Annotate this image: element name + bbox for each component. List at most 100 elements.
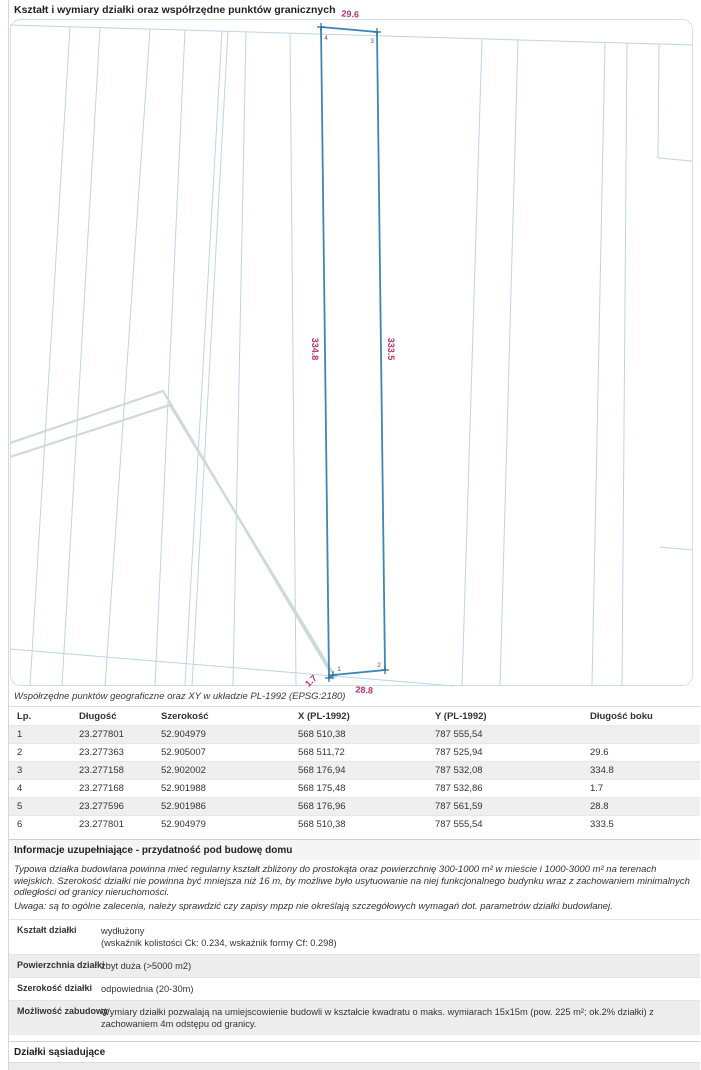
cell-szerokosc: 52.902002: [161, 765, 206, 776]
kv-value: zbyt duża (>5000 m2): [101, 961, 192, 971]
cell-dlugosc: 23.277801: [79, 819, 124, 830]
cadastral-line: [659, 546, 694, 551]
parcel-assessment-list: Kształt działki wydłużony (wskaźnik koli…: [9, 919, 700, 1035]
cell-y: 787 532,08: [435, 765, 483, 776]
parcel-report-page: Kształt i wymiary działki oraz współrzęd…: [8, 0, 700, 1070]
kv-row-mozliwosc: Możliwość zabudowy Wymiary działki pozwa…: [9, 1000, 700, 1035]
cell-dlugosc: 23.277801: [79, 729, 124, 740]
cell-szerokosc: 52.901988: [161, 783, 206, 794]
table-row: 5 23.277596 52.901986 568 176,96 787 561…: [9, 797, 700, 816]
cell-y: 787 555,54: [435, 729, 483, 740]
road-line: [9, 403, 337, 679]
cell-y: 787 525,94: [435, 747, 483, 758]
cadastral-line: [621, 42, 628, 687]
col-header-dlugosc: Długość: [79, 711, 117, 722]
col-header-szerokosc: Szerokość: [161, 711, 209, 722]
point-label-3: 3: [370, 38, 374, 45]
parcel-map: 4 3 2 1 29.6 334.8 333.5 1.7 28.8: [9, 8, 694, 696]
cell-szerokosc: 52.901986: [161, 801, 206, 812]
cell-x: 568 175,48: [298, 783, 346, 794]
cadastral-line: [461, 38, 483, 687]
cadastral-line: [184, 30, 223, 687]
kv-value-line1: wydłużony: [101, 926, 145, 936]
cell-dlugosc: 23.277363: [79, 747, 124, 758]
cadastral-line: [591, 41, 606, 687]
kv-label: Możliwość zabudowy: [17, 1006, 109, 1016]
cell-lp: 1: [17, 729, 23, 740]
cell-lp: 4: [17, 783, 23, 794]
cell-lp: 2: [17, 747, 23, 758]
cadastral-line: [104, 28, 151, 687]
info-text-block: Typowa działka budowlana powinna mieć re…: [9, 860, 700, 919]
info-note: Uwaga: są to ogólne zalecenia, należy sp…: [14, 900, 613, 912]
map-panel-border: [10, 19, 693, 686]
page-title: Kształt i wymiary działki oraz współrzęd…: [14, 4, 336, 16]
kv-label: Kształt działki: [17, 925, 77, 935]
coords-table-caption: Współrzędne punktów geograficzne oraz XY…: [9, 686, 700, 707]
cell-x: 568 511,72: [298, 747, 345, 758]
cell-y: 787 555,54: [435, 819, 483, 830]
cell-lp: 6: [17, 819, 23, 830]
info-paragraph: Typowa działka budowlana powinna mieć re…: [14, 864, 690, 898]
cell-dlugosc: 23.277168: [79, 783, 124, 794]
cell-szerokosc: 52.905007: [161, 747, 206, 758]
cadastral-line: [9, 24, 694, 46]
cell-szerokosc: 52.904979: [161, 819, 206, 830]
measure-right-label: 333.5: [386, 338, 396, 361]
col-header-dlugosc-boku: Długość boku: [590, 711, 653, 722]
cell-x: 568 176,96: [298, 801, 346, 812]
cell-x: 568 510,38: [298, 729, 346, 740]
cell-y: 787 561,59: [435, 801, 483, 812]
cell-bok: 1.7: [590, 783, 604, 794]
point-label-1: 1: [337, 666, 341, 673]
cadastral-line: [289, 32, 297, 687]
cell-y: 787 532,86: [435, 783, 483, 794]
kv-value: Wymiary działki pozwalają na umiejscowie…: [101, 1007, 654, 1029]
table-row: 3 23.277158 52.902002 568 176,94 787 532…: [9, 761, 700, 780]
corner-markers: [317, 23, 389, 682]
cadastral-line: [499, 39, 519, 687]
cadastral-line: [9, 648, 455, 687]
road-lines: [9, 389, 337, 679]
kv-row-ksztalt: Kształt działki wydłużony (wskaźnik koli…: [9, 919, 700, 954]
cell-bok: 29.6: [590, 747, 609, 758]
cell-dlugosc: 23.277596: [79, 801, 124, 812]
kv-row-powierzchnia: Powierzchnia działki zbyt duża (>5000 m2…: [9, 954, 700, 977]
cell-szerokosc: 52.904979: [161, 729, 206, 740]
cadastral-line: [232, 31, 247, 687]
cadastral-line: [154, 29, 186, 687]
kv-value: wydłużony (wskaźnik kolistości Ck: 0.234…: [101, 920, 700, 954]
col-header-y: Y (PL-1992): [435, 711, 487, 722]
table-row: 1 23.277801 52.904979 568 510,38 787 555…: [9, 725, 700, 744]
kv-value: odpowiednia (20-30m): [101, 984, 194, 994]
cell-x: 568 176,94: [298, 765, 346, 776]
cell-dlugosc: 23.277158: [79, 765, 124, 776]
measure-bottom-label: 28.8: [355, 684, 373, 695]
cadastral-line: [657, 157, 693, 162]
cadastral-line: [29, 26, 71, 687]
point-label-4: 4: [324, 35, 328, 42]
cadastral-line: [657, 43, 660, 159]
table-row: 2 23.277363 52.905007 568 511,72 787 525…: [9, 743, 700, 762]
measure-top-label: 29.6: [341, 8, 359, 19]
col-header-lp: Lp.: [17, 711, 32, 722]
cell-bok: [582, 726, 700, 744]
col-header-x: X (PL-1992): [298, 711, 350, 722]
cell-bok: 333.5: [590, 819, 614, 830]
kv-row-szerokosc: Szerokość działki odpowiednia (20-30m): [9, 977, 700, 1000]
cell-bok: 334.8: [590, 765, 614, 776]
cadastral-lines: [9, 24, 694, 687]
next-section-edge: [9, 1062, 700, 1070]
parcel-outline: [320, 26, 386, 680]
parcel-map-svg: 4 3 2 1 29.6 334.8 333.5 1.7 28.8: [9, 8, 694, 696]
point-labels: 4 3 2 1: [324, 35, 381, 673]
kv-label: Powierzchnia działki: [17, 960, 105, 970]
section-title-neighbors: Działki sąsiadujące: [9, 1041, 700, 1062]
kv-value-line2: (wskaźnik kolistości Ck: 0.234, wskaźnik…: [101, 938, 337, 948]
measure-left-label: 334.8: [310, 338, 320, 361]
cadastral-line: [61, 27, 101, 687]
kv-label: Szerokość działki: [17, 983, 93, 993]
cell-x: 568 510,38: [298, 819, 346, 830]
cadastral-line: [191, 30, 229, 687]
coords-table: Lp. Długość Szerokość X (PL-1992) Y (PL-…: [9, 707, 700, 833]
